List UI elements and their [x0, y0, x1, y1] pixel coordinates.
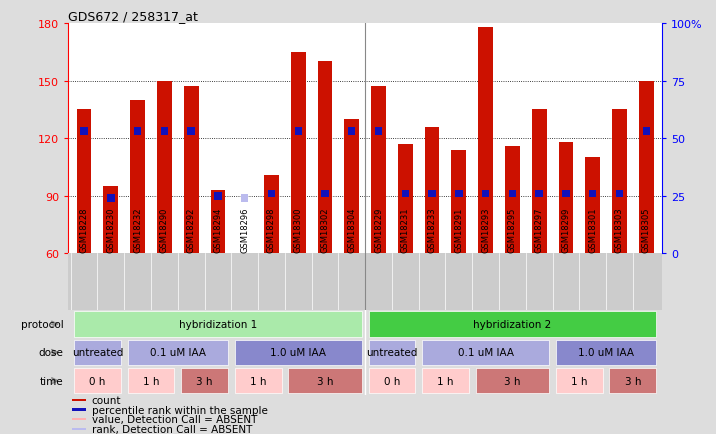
Bar — [72, 408, 86, 411]
Bar — [558, 143, 574, 254]
Bar — [211, 191, 226, 254]
Bar — [348, 128, 355, 136]
Bar — [264, 175, 279, 254]
Bar — [77, 110, 92, 254]
Bar — [235, 368, 281, 394]
Text: 1.0 uM IAA: 1.0 uM IAA — [270, 348, 326, 358]
Text: 1.0 uM IAA: 1.0 uM IAA — [578, 348, 634, 358]
Bar — [562, 190, 570, 198]
Bar — [428, 190, 436, 198]
Bar — [475, 368, 549, 394]
Text: 1 h: 1 h — [250, 376, 266, 386]
Text: percentile rank within the sample: percentile rank within the sample — [92, 404, 268, 414]
Bar — [157, 81, 172, 254]
Bar — [127, 368, 175, 394]
Bar — [107, 195, 115, 203]
Bar — [344, 120, 359, 254]
Bar — [482, 190, 489, 198]
Text: rank, Detection Call = ABSENT: rank, Detection Call = ABSENT — [92, 424, 252, 434]
Bar — [508, 190, 516, 198]
Bar — [639, 81, 654, 254]
Bar — [536, 190, 543, 198]
Text: untreated: untreated — [367, 348, 417, 358]
Bar — [586, 158, 600, 254]
Text: 1 h: 1 h — [437, 376, 454, 386]
Bar — [294, 128, 302, 136]
Text: 3 h: 3 h — [624, 376, 641, 386]
Bar — [72, 428, 86, 430]
Bar — [80, 128, 88, 136]
Bar — [422, 340, 549, 365]
Bar — [188, 128, 195, 136]
Text: protocol: protocol — [21, 319, 64, 329]
Bar — [422, 368, 469, 394]
Bar — [130, 101, 145, 254]
Text: 3 h: 3 h — [504, 376, 521, 386]
Bar — [616, 190, 623, 198]
Bar — [642, 128, 650, 136]
Bar — [455, 190, 463, 198]
Bar — [181, 368, 228, 394]
Bar — [532, 110, 546, 254]
Bar — [321, 190, 329, 198]
Bar — [425, 127, 440, 254]
Bar — [72, 418, 86, 421]
Text: 0.1 uM IAA: 0.1 uM IAA — [458, 348, 513, 358]
Bar — [184, 87, 198, 254]
Text: 3 h: 3 h — [316, 376, 333, 386]
Bar — [556, 340, 657, 365]
Bar — [235, 340, 362, 365]
Text: untreated: untreated — [72, 348, 123, 358]
Bar — [371, 87, 386, 254]
Bar — [478, 28, 493, 254]
Text: 0 h: 0 h — [384, 376, 400, 386]
Text: 3 h: 3 h — [196, 376, 213, 386]
Text: 0 h: 0 h — [90, 376, 106, 386]
Bar — [74, 368, 121, 394]
Bar — [127, 340, 228, 365]
Bar — [398, 145, 412, 254]
Bar — [505, 147, 520, 254]
Bar — [589, 190, 596, 198]
Bar — [160, 128, 168, 136]
Text: 0.1 uM IAA: 0.1 uM IAA — [150, 348, 205, 358]
Bar — [375, 128, 382, 136]
Bar — [609, 368, 657, 394]
Text: count: count — [92, 395, 121, 405]
Bar — [72, 399, 86, 401]
Text: hybridization 1: hybridization 1 — [179, 319, 257, 329]
Bar — [214, 193, 222, 200]
Text: dose: dose — [39, 348, 64, 358]
Bar — [402, 190, 409, 198]
Bar — [369, 368, 415, 394]
Bar — [241, 195, 248, 203]
Bar — [369, 312, 657, 337]
Text: hybridization 2: hybridization 2 — [473, 319, 551, 329]
Text: time: time — [40, 376, 64, 386]
Text: 1 h: 1 h — [142, 376, 159, 386]
Bar — [291, 53, 306, 254]
Text: value, Detection Call = ABSENT: value, Detection Call = ABSENT — [92, 414, 257, 424]
Bar — [452, 150, 466, 254]
Bar — [74, 340, 121, 365]
Bar — [556, 368, 603, 394]
Bar — [268, 190, 275, 198]
Bar — [318, 62, 332, 254]
Bar — [134, 128, 141, 136]
Text: GDS672 / 258317_at: GDS672 / 258317_at — [68, 10, 198, 23]
Bar — [369, 340, 415, 365]
Bar — [74, 312, 362, 337]
Bar — [612, 110, 626, 254]
Bar — [104, 187, 118, 254]
Text: 1 h: 1 h — [571, 376, 588, 386]
Bar — [289, 368, 362, 394]
